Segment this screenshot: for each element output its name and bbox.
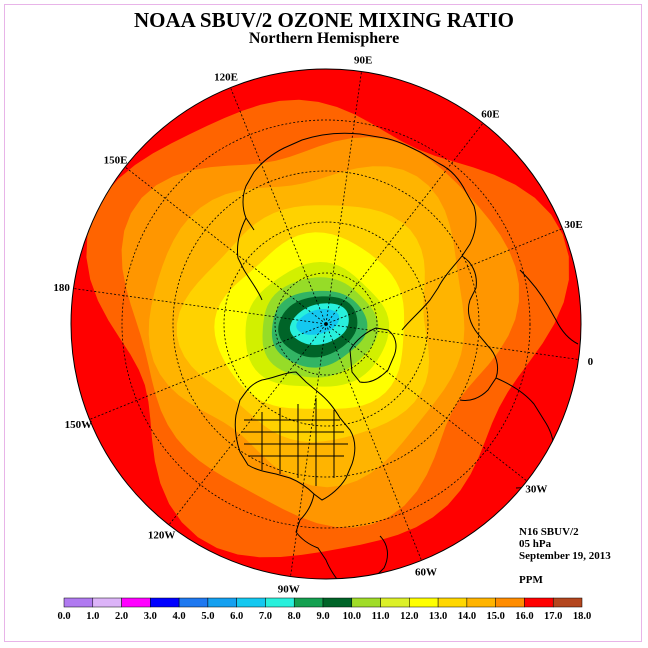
meridian-line xyxy=(325,71,362,325)
us-state-grid xyxy=(242,398,348,486)
meridian-line xyxy=(168,323,327,526)
longitude-label: 30E xyxy=(564,219,582,231)
coast-greenland xyxy=(349,327,397,383)
colorbar-tick-label: 7.0 xyxy=(259,611,272,622)
meridian-line xyxy=(124,166,327,325)
longitude-label: 60E xyxy=(481,109,499,121)
instrument-label: N16 SBUV/2 xyxy=(519,526,579,538)
colorbar-swatch xyxy=(293,597,324,608)
colorbar-tick-label: 12.0 xyxy=(400,611,418,622)
colorbar-tick-label: 4.0 xyxy=(173,611,186,622)
colorbar-swatch xyxy=(207,597,237,608)
colorbar-tick-label: 5.0 xyxy=(201,611,214,622)
longitude-label: 0 xyxy=(588,356,594,368)
colorbar-swatch xyxy=(121,597,151,608)
meridian-line xyxy=(89,323,327,420)
colorbar-tick-label: 9.0 xyxy=(316,611,329,622)
coast-eurasia-north xyxy=(242,132,477,331)
map-subtitle: Northern Hemisphere xyxy=(248,30,400,47)
coast-arabia xyxy=(519,269,579,345)
colorbar-swatch xyxy=(380,597,410,608)
map-boundary xyxy=(70,68,582,580)
colorbar-tick-label: 15.0 xyxy=(486,611,504,622)
colorbar-swatch xyxy=(63,597,94,608)
colorbar-tick-label: 2.0 xyxy=(115,611,128,622)
colorbar-swatch xyxy=(351,597,381,608)
units-label: PPM xyxy=(519,574,543,586)
lat-lon-grid xyxy=(73,71,579,577)
coast-europe xyxy=(459,255,499,401)
colorbar-swatch xyxy=(409,597,439,608)
colorbar-tick-label: 1.0 xyxy=(86,611,99,622)
colorbar-tick-label: 18.0 xyxy=(573,611,591,622)
colorbar-tick-label: 11.0 xyxy=(372,611,390,622)
pressure-level-label: 05 hPa xyxy=(519,538,552,550)
colorbar-swatch xyxy=(466,597,496,608)
colorbar-swatch xyxy=(178,597,209,608)
longitude-label: 150W xyxy=(65,419,93,431)
longitude-labels: 90E 60E 30E 0 30W 60W 90W 120W 150W 180 150E 120E xyxy=(53,55,593,596)
contour-band xyxy=(296,309,340,335)
colorbar-tick-label: 13.0 xyxy=(429,611,447,622)
latitude-circle xyxy=(172,170,480,478)
colorbar-swatch xyxy=(437,597,468,608)
colorbar-swatch xyxy=(552,597,583,608)
colorbar-swatch xyxy=(524,597,554,608)
colorbar: 0.0 1.0 2.0 3.0 4.0 5.0 6.0 7.0 8.0 9.0 10.0 11.0 12… xyxy=(57,597,591,622)
latitude-circle xyxy=(223,221,429,427)
meridian-line xyxy=(325,228,563,325)
longitude-label: 30W xyxy=(525,483,547,495)
meridian-line xyxy=(325,122,484,325)
colorbar-tick-label: 3.0 xyxy=(144,611,157,622)
colorbar-swatch xyxy=(236,597,266,608)
longitude-label: 120E xyxy=(214,71,238,83)
date-label: September 19, 2013 xyxy=(519,550,611,562)
longitude-label: 90E xyxy=(354,55,372,67)
longitude-label: 150E xyxy=(104,155,128,167)
meridian-line xyxy=(230,87,327,325)
plot-frame xyxy=(4,4,642,642)
latitude-circle xyxy=(121,119,531,529)
info-block: N16 SBUV/2 05 hPa September 19, 2013 PPM xyxy=(519,526,611,586)
longitude-label: 90W xyxy=(278,583,300,595)
colorbar-tick-label: 10.0 xyxy=(343,611,361,622)
meridian-line xyxy=(325,323,422,561)
longitude-label: 120W xyxy=(148,529,176,541)
colorbar-swatch xyxy=(495,597,525,608)
latitude-circle xyxy=(274,272,378,376)
colorbar-tick-label: 0.0 xyxy=(57,611,70,622)
colorbar-tick-label: 14.0 xyxy=(458,611,476,622)
meridian-line xyxy=(73,288,327,325)
colorbar-swatch xyxy=(265,597,295,608)
colorbar-swatch xyxy=(150,597,180,608)
colorbar-swatch xyxy=(92,597,122,608)
colorbar-tick-label: 8.0 xyxy=(288,611,301,622)
colorbar-tick-label: 17.0 xyxy=(544,611,562,622)
coast-north-america xyxy=(234,371,356,501)
colorbar-tick-label: 16.0 xyxy=(515,611,533,622)
meridian-line xyxy=(325,323,528,482)
coast-asia-east xyxy=(237,217,263,301)
meridian-line xyxy=(290,323,327,577)
longitude-label: 60W xyxy=(415,567,437,579)
map-title: NOAA SBUV/2 OZONE MIXING RATIO xyxy=(134,8,514,32)
longitude-label: 180 xyxy=(53,282,70,294)
colorbar-swatch xyxy=(322,597,353,608)
colorbar-tick-label: 6.0 xyxy=(230,611,243,622)
meridian-line xyxy=(325,323,579,360)
coastlines xyxy=(234,132,579,579)
coast-central-america xyxy=(295,493,343,579)
